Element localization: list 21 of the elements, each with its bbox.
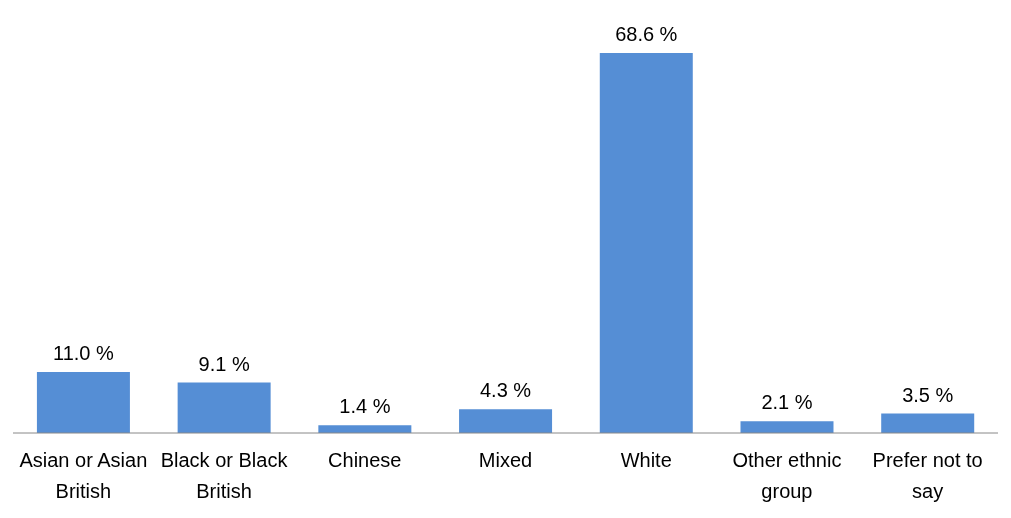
x-tick-label: White (620, 449, 672, 471)
data-label: 2.1 % (761, 391, 813, 414)
bar (177, 382, 271, 433)
data-label: 4.3 % (479, 379, 532, 402)
bar (36, 372, 130, 433)
x-tick-label: Black or Black British (160, 449, 289, 502)
x-tick-label: Other ethnic group (732, 449, 842, 502)
data-label: 68.6 % (615, 23, 678, 45)
bar (740, 421, 834, 433)
data-label: 9.1 % (198, 352, 250, 375)
bar (599, 53, 693, 433)
x-tick-label: Mixed (478, 449, 533, 471)
x-tick-label: Asian or Asian British (19, 449, 148, 502)
data-label: 11.0 % (53, 342, 115, 365)
data-label: 3.5 % (902, 383, 954, 406)
data-label: 1.4 % (339, 395, 391, 418)
x-tick-label: Prefer not to say (872, 449, 983, 502)
bar (459, 409, 553, 433)
x-tick-label: Chinese (328, 449, 402, 471)
bar (881, 413, 975, 433)
bar (318, 425, 412, 433)
